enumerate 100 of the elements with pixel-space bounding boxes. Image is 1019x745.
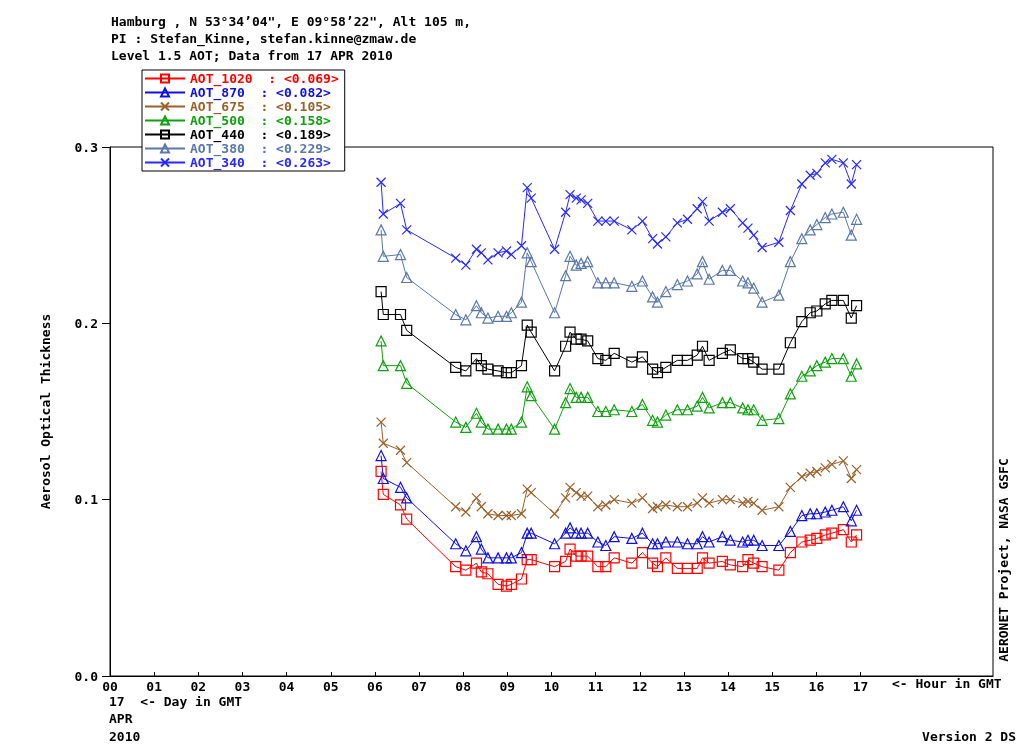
point <box>521 319 533 331</box>
point <box>811 466 822 477</box>
point <box>756 539 768 552</box>
point <box>377 308 389 321</box>
point <box>703 273 715 285</box>
point <box>819 298 831 310</box>
point <box>757 505 768 516</box>
point <box>742 353 754 365</box>
point <box>826 527 838 539</box>
point <box>401 324 413 336</box>
point <box>671 278 683 291</box>
point <box>394 308 407 321</box>
point <box>482 508 494 519</box>
point <box>682 501 693 512</box>
point <box>850 300 863 312</box>
point <box>647 503 658 514</box>
point <box>482 363 494 375</box>
point <box>724 264 736 277</box>
point <box>837 294 849 307</box>
point <box>564 543 576 555</box>
point <box>636 546 649 559</box>
point <box>592 277 604 289</box>
point <box>575 194 587 205</box>
point <box>637 492 648 503</box>
point <box>716 531 728 543</box>
point <box>575 527 587 539</box>
point <box>571 487 582 498</box>
point <box>450 561 462 573</box>
point <box>470 353 483 365</box>
point <box>681 354 694 366</box>
point <box>608 277 620 289</box>
point <box>660 285 672 298</box>
point <box>691 400 703 412</box>
point <box>394 360 407 372</box>
point <box>811 508 823 520</box>
point <box>575 333 587 345</box>
point <box>500 552 513 564</box>
point <box>652 238 663 250</box>
point <box>522 182 533 193</box>
point <box>737 561 749 573</box>
point <box>748 534 760 546</box>
point <box>460 564 472 576</box>
point <box>717 207 728 218</box>
point <box>626 498 637 509</box>
point <box>626 405 638 418</box>
point <box>375 465 387 478</box>
point <box>482 312 494 324</box>
point <box>696 531 709 543</box>
point <box>647 233 658 244</box>
point <box>748 230 759 241</box>
legend-label: AOT_440 : <0.189> <box>190 127 332 143</box>
point <box>703 402 715 414</box>
point <box>796 233 808 245</box>
point <box>492 247 504 258</box>
point <box>716 397 728 409</box>
point <box>560 527 572 539</box>
point <box>475 307 487 319</box>
x-tick-label: 04 <box>278 679 295 694</box>
legend-label: AOT_500 : <0.158> <box>190 113 332 129</box>
point <box>805 170 816 181</box>
point <box>651 367 664 379</box>
point <box>521 527 533 539</box>
point <box>742 277 754 289</box>
point <box>784 256 796 268</box>
point <box>564 382 576 395</box>
point <box>521 554 533 566</box>
point <box>819 211 831 224</box>
point <box>845 229 857 241</box>
point <box>525 390 537 402</box>
x-tick-label: 16 <box>808 679 825 694</box>
point <box>647 414 659 426</box>
point <box>742 496 754 507</box>
point <box>377 360 389 372</box>
point <box>811 532 823 545</box>
point <box>796 509 808 522</box>
point <box>837 501 849 513</box>
y-tick-label: 0.3 <box>74 139 98 155</box>
point <box>592 405 604 418</box>
point <box>401 492 413 504</box>
point <box>660 552 672 564</box>
legend-label: AOT_1020 : <0.069> <box>190 71 339 87</box>
point <box>582 550 594 562</box>
point <box>671 562 683 575</box>
point <box>525 256 537 268</box>
point <box>826 154 837 165</box>
x-tick-label: 17 <box>852 679 869 694</box>
x-tick-label: 15 <box>764 679 781 694</box>
point <box>506 249 517 260</box>
point <box>724 344 736 356</box>
point <box>724 397 736 409</box>
point <box>548 538 561 550</box>
point <box>378 438 389 449</box>
point <box>725 494 736 505</box>
point <box>548 423 561 435</box>
point <box>697 492 708 503</box>
point <box>521 247 533 259</box>
point <box>600 561 612 573</box>
point <box>505 552 517 564</box>
point <box>826 504 838 516</box>
point <box>757 242 768 253</box>
